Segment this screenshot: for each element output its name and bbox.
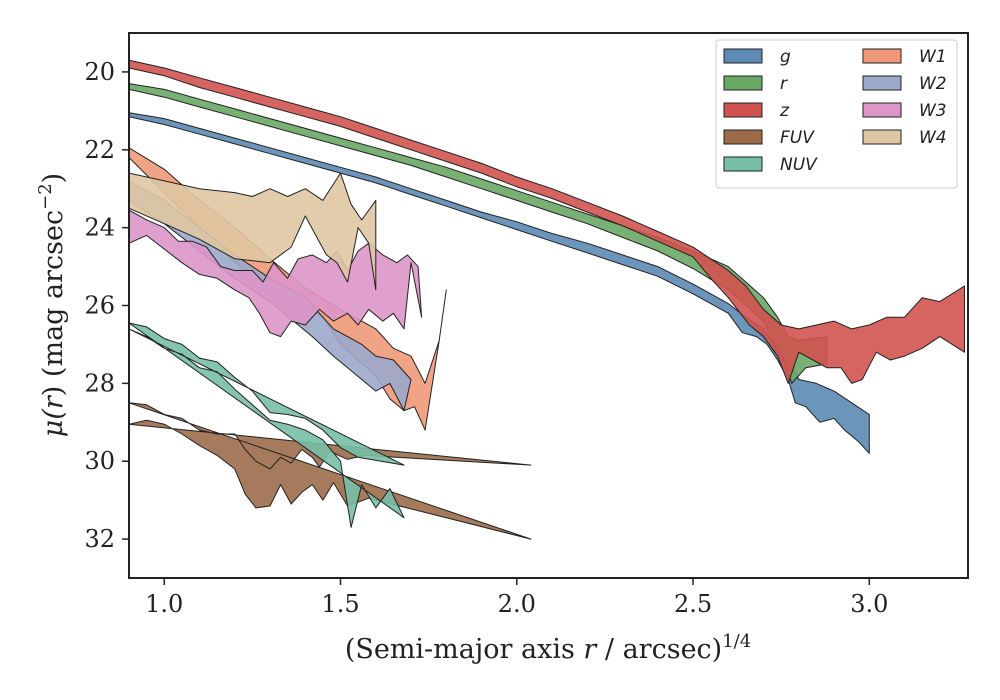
legend-swatch-w1	[862, 48, 902, 64]
legend-label-w2: W2	[919, 74, 947, 94]
legend-label-w4: W4	[919, 128, 947, 148]
band-fuv	[129, 402, 532, 540]
x-tick-label: 1.5	[321, 590, 359, 618]
legend-swatch-fuv	[723, 129, 763, 145]
legend-swatch-r	[723, 75, 763, 91]
x-tick-label: 2.0	[498, 590, 536, 618]
band-w4	[129, 172, 377, 291]
legend-swatch-z	[723, 102, 763, 118]
legend-swatch-w4	[862, 129, 902, 145]
band-w3	[129, 209, 423, 338]
legend: grz FUV NUV W1 W2 W3 W4	[715, 39, 958, 189]
band-z	[129, 59, 965, 384]
x-axis-label: (Semi-major axis r / arcsec)1/4	[345, 631, 751, 665]
x-tick-label: 2.5	[674, 590, 712, 618]
legend-swatch-w2	[862, 75, 902, 91]
y-tick-label: 22	[84, 136, 115, 164]
legend-label-w3: W3	[919, 101, 947, 121]
y-axis-label: μ(r) (mag arcsec−2)	[35, 173, 69, 437]
profile-bands	[129, 59, 965, 540]
y-tick-label: 26	[84, 292, 115, 320]
legend-swatch-w3	[862, 102, 902, 118]
band-r	[129, 83, 828, 384]
legend-swatch-g	[723, 48, 763, 64]
x-tick-label: 1.0	[145, 590, 183, 618]
legend-label-z: z	[779, 101, 790, 121]
legend-label-nuv: NUV	[780, 155, 818, 175]
legend-label-fuv: FUV	[780, 128, 815, 148]
y-axis-ticks: 20 22 24 26 28 30 32	[84, 58, 129, 553]
legend-label-w1: W1	[919, 47, 947, 67]
y-tick-label: 30	[84, 447, 115, 475]
y-tick-label: 20	[84, 58, 115, 86]
band-g	[129, 112, 870, 454]
legend-label-r: r	[780, 74, 788, 94]
legend-label-g: g	[780, 47, 791, 67]
y-tick-label: 28	[84, 369, 115, 397]
legend-swatch-nuv	[723, 156, 763, 172]
x-tick-label: 3.0	[850, 590, 888, 618]
y-tick-label: 24	[84, 214, 115, 242]
x-axis-ticks: 1.0 1.5 2.0 2.5 3.0	[145, 578, 888, 618]
band-nuv	[129, 322, 405, 528]
y-tick-label: 32	[84, 525, 115, 553]
